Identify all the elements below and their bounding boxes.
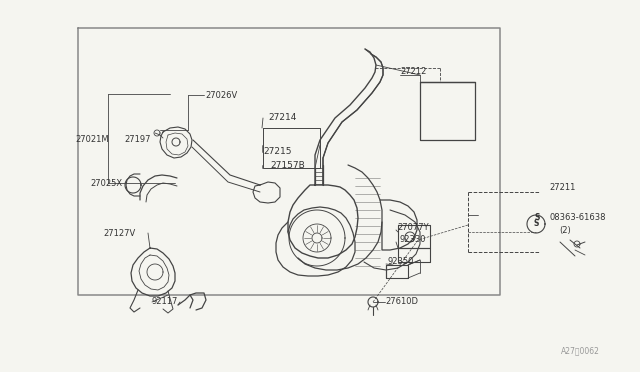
Text: 27127V: 27127V <box>103 228 135 237</box>
Text: A27　0062: A27 0062 <box>561 346 600 355</box>
Text: 27610D: 27610D <box>385 298 418 307</box>
Text: 27077Y: 27077Y <box>397 224 429 232</box>
Text: 92330: 92330 <box>400 235 426 244</box>
Text: 27026V: 27026V <box>205 90 237 99</box>
Text: 27021M: 27021M <box>75 135 109 144</box>
Text: 08363-61638: 08363-61638 <box>549 214 605 222</box>
Text: 27211: 27211 <box>549 183 575 192</box>
Text: S: S <box>533 219 539 228</box>
Text: 92350: 92350 <box>388 257 414 266</box>
Text: 92117: 92117 <box>152 298 179 307</box>
Text: 27214: 27214 <box>268 113 296 122</box>
Text: 27212: 27212 <box>400 67 426 77</box>
Text: 27157B: 27157B <box>270 160 305 170</box>
Text: 27215: 27215 <box>263 148 291 157</box>
Text: (2): (2) <box>559 225 571 234</box>
Text: 27025X: 27025X <box>90 179 122 187</box>
Text: 27197: 27197 <box>124 135 150 144</box>
Text: S: S <box>534 214 540 222</box>
